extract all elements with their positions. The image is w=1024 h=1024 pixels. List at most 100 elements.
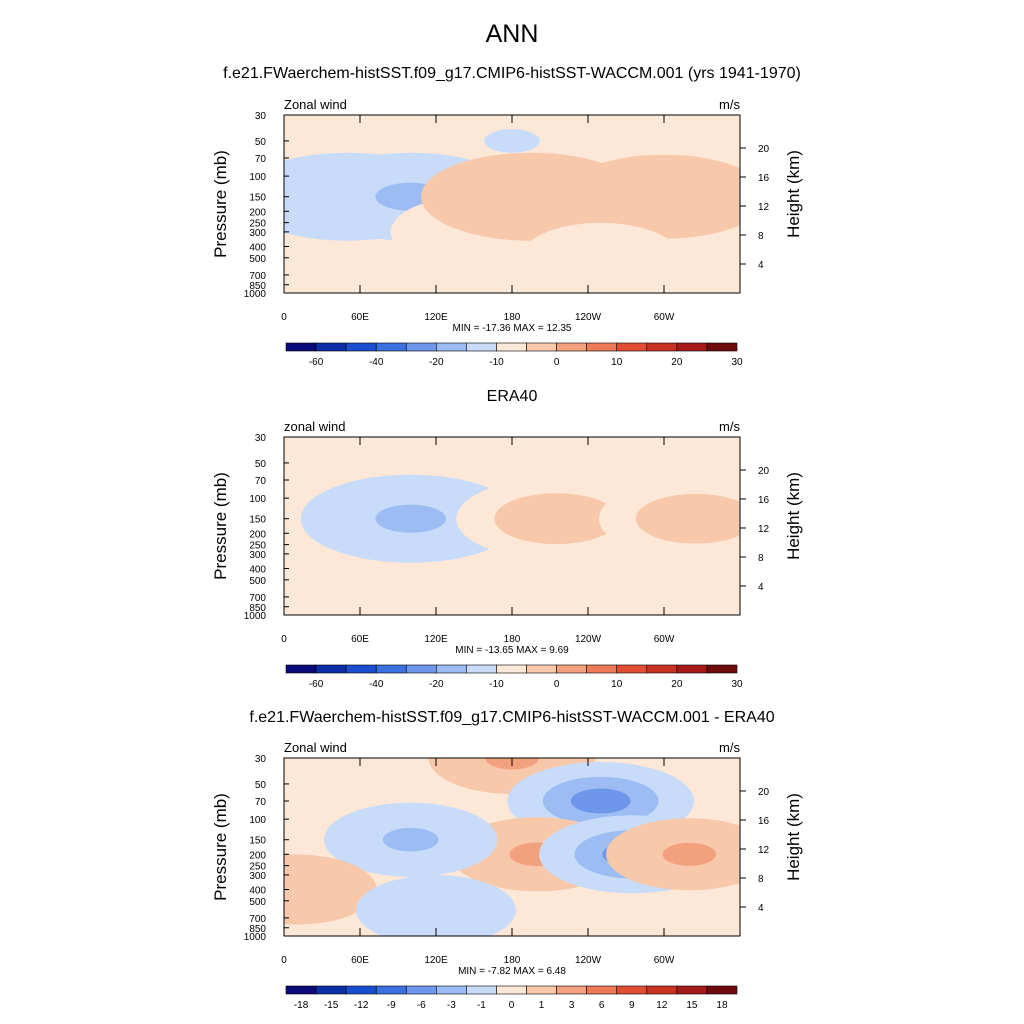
y-tick-label: 30 <box>255 754 267 765</box>
colorbar-label: 20 <box>671 679 683 690</box>
colorbar-swatch <box>526 342 557 352</box>
panel-title: ERA40 <box>487 388 538 405</box>
x-tick-label: 180 <box>504 955 521 966</box>
y-tick-label: 700 <box>249 914 266 925</box>
y-right-tick-label: 20 <box>758 144 770 155</box>
colorbar-label: -15 <box>324 1000 339 1011</box>
y-tick-label: 70 <box>255 476 267 487</box>
colorbar-swatch <box>706 664 738 674</box>
colorbar-label: -40 <box>369 357 384 368</box>
y-tick-label: 200 <box>249 850 266 861</box>
colorbar-swatch <box>436 985 467 995</box>
y-tick-label: 700 <box>249 593 266 604</box>
colorbar-swatch <box>345 342 377 352</box>
field-blob <box>375 504 446 533</box>
y-tick-label: 100 <box>249 494 266 505</box>
colorbar-label: 20 <box>671 357 683 368</box>
colorbar-label: -1 <box>477 1000 486 1011</box>
contour-fields <box>284 758 740 936</box>
colorbar-label: 10 <box>611 679 623 690</box>
y-tick-label: 1000 <box>244 932 267 943</box>
field-blob <box>484 129 540 153</box>
y-tick-label: 200 <box>249 207 266 218</box>
y-tick-label: 250 <box>249 862 266 873</box>
y-tick-label: 200 <box>249 529 266 540</box>
y-tick-label: 150 <box>249 193 266 204</box>
field-blob <box>630 183 698 211</box>
y-tick-label: 500 <box>249 897 266 908</box>
colorbar-swatch <box>285 664 317 674</box>
x-tick-label: 180 <box>504 634 521 645</box>
field-blob <box>333 588 387 612</box>
colorbar-label: 0 <box>554 679 560 690</box>
y-tick-label: 30 <box>255 433 267 444</box>
panel-title: f.e21.FWaerchem-histSST.f09_g17.CMIP6-hi… <box>223 65 801 82</box>
colorbar-swatch <box>586 664 618 674</box>
y-right-tick-label: 4 <box>758 582 764 593</box>
min-max-label: MIN = -17.36 MAX = 12.35 <box>453 323 572 334</box>
colorbar-swatch <box>466 985 497 995</box>
units-label: m/s <box>719 419 740 434</box>
colorbar-label: -60 <box>309 679 324 690</box>
colorbar-label: 3 <box>569 1000 575 1011</box>
y-right-axis-label: Height (km) <box>784 793 803 881</box>
y-tick-label: 150 <box>249 836 266 847</box>
x-tick-label: 0 <box>281 634 287 645</box>
y-right-tick-label: 16 <box>758 173 770 184</box>
y-right-tick-label: 12 <box>758 524 770 535</box>
y-tick-label: 100 <box>249 172 266 183</box>
colorbar-swatch <box>496 664 527 674</box>
y-right-tick-label: 8 <box>758 553 764 564</box>
colorbar: -60 -40 -20 -10 0 10 20 30 <box>285 342 743 368</box>
colorbar: -18 -15 -12 -9 -6 -3 -1 0 1 3 6 9 12 15 18 <box>285 985 738 1011</box>
field-blob <box>495 182 567 211</box>
field-blob <box>575 246 627 270</box>
colorbar-swatch <box>496 342 527 352</box>
colorbar-label: 6 <box>599 1000 605 1011</box>
y-tick-label: 300 <box>249 871 266 882</box>
colorbar-swatch <box>526 985 557 995</box>
x-tick-label: 0 <box>281 312 287 323</box>
y-tick-label: 300 <box>249 550 266 561</box>
field-blob <box>284 115 309 126</box>
left-label: zonal wind <box>284 419 345 434</box>
y-tick-label: 50 <box>255 780 267 791</box>
colorbar-swatch <box>556 664 587 674</box>
y-tick-label: 150 <box>249 515 266 526</box>
colorbar-swatch <box>676 985 708 995</box>
colorbar-swatch <box>405 664 437 674</box>
y-tick-label: 1000 <box>244 289 267 300</box>
colorbar-label: -60 <box>309 357 324 368</box>
colorbar-label: 30 <box>731 357 743 368</box>
left-label: Zonal wind <box>284 97 347 112</box>
colorbar-label: -12 <box>354 1000 369 1011</box>
colorbar-swatch <box>466 664 497 674</box>
x-tick-label: 60E <box>351 634 369 645</box>
y-tick-label: 700 <box>249 271 266 282</box>
colorbar-swatch <box>676 342 708 352</box>
colorbar-swatch <box>315 985 347 995</box>
colorbar-swatch <box>436 664 467 674</box>
colorbar-label: -3 <box>447 1000 456 1011</box>
x-tick-label: 60E <box>351 955 369 966</box>
y-tick-label: 400 <box>249 885 266 896</box>
colorbar-label: -10 <box>489 679 504 690</box>
colorbar-swatch <box>616 985 648 995</box>
panel-title: f.e21.FWaerchem-histSST.f09_g17.CMIP6-hi… <box>249 709 774 726</box>
y-right-tick-label: 8 <box>758 874 764 885</box>
y-tick-label: 50 <box>255 137 267 148</box>
colorbar-label: 18 <box>716 1000 728 1011</box>
y-tick-label: 1000 <box>244 611 267 622</box>
colorbar-swatch <box>436 342 467 352</box>
x-tick-label: 120W <box>575 634 602 645</box>
y-tick-label: 500 <box>249 254 266 265</box>
y-tick-label: 300 <box>249 228 266 239</box>
y-right-tick-label: 4 <box>758 903 764 914</box>
x-tick-label: 120W <box>575 955 602 966</box>
colorbar-label: 1 <box>539 1000 545 1011</box>
contour-fields <box>284 437 740 615</box>
colorbar-label: -20 <box>429 357 444 368</box>
units-label: m/s <box>719 740 740 755</box>
field-blob <box>410 898 462 922</box>
